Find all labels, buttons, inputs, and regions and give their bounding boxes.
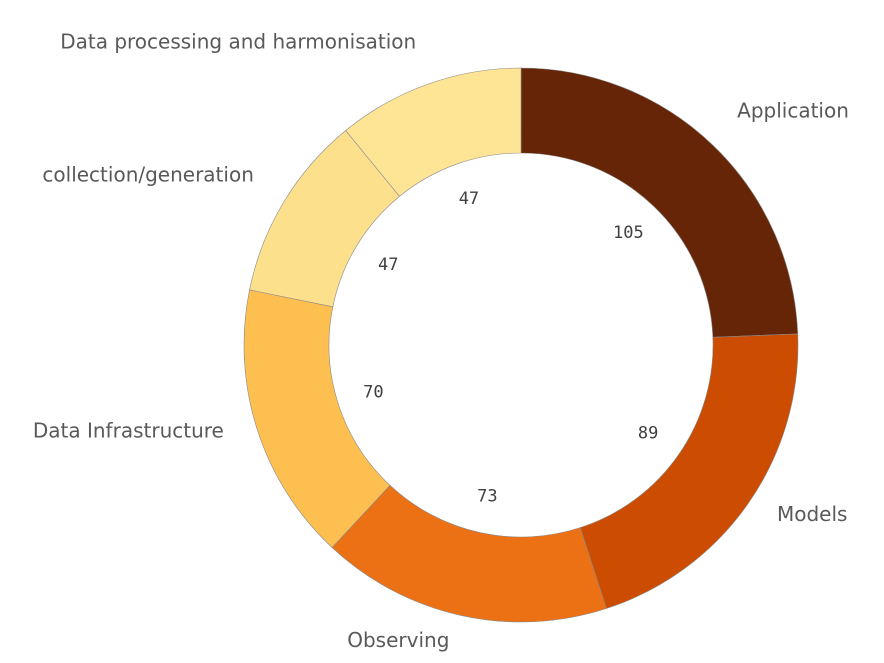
- value-label: 47: [459, 189, 479, 209]
- donut-segment: [520, 67, 799, 338]
- value-label: 70: [363, 382, 383, 402]
- category-label: Data Infrastructure: [33, 419, 224, 443]
- category-label: Application: [737, 99, 849, 123]
- category-label: collection/generation: [42, 162, 253, 186]
- category-label: Observing: [347, 628, 449, 652]
- category-label: Data processing and harmonisation: [60, 30, 416, 54]
- value-label: 73: [477, 486, 497, 506]
- donut-segment: [579, 333, 799, 609]
- value-label: 89: [638, 424, 658, 444]
- donut-segment: [243, 289, 391, 548]
- donut-segment: [331, 484, 607, 623]
- donut-segment: [345, 67, 522, 197]
- value-label: 47: [378, 255, 398, 275]
- category-label: Models: [777, 502, 847, 526]
- value-label: 105: [613, 223, 644, 243]
